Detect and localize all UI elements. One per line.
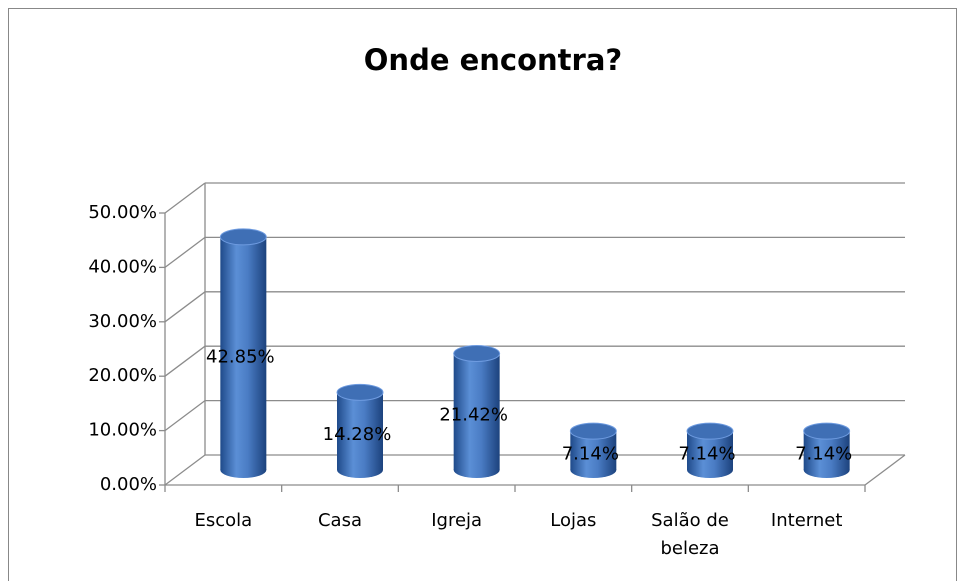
x-tick-label: Escola xyxy=(194,510,252,531)
y-tick-label: 30.00% xyxy=(88,311,157,332)
floor-right xyxy=(864,454,906,486)
grid-line xyxy=(164,291,206,323)
x-tick-label: Casa xyxy=(318,510,362,531)
x-tick-label: Internet xyxy=(771,510,842,531)
bar xyxy=(337,392,383,470)
grid-line xyxy=(164,236,206,268)
bar-top xyxy=(686,422,734,440)
y-tick-label: 0.00% xyxy=(100,474,157,495)
x-tick-label: Igreja xyxy=(431,510,482,531)
bar-top xyxy=(219,228,267,246)
grid-line xyxy=(164,182,206,214)
value-label: 7.14% xyxy=(562,444,619,465)
chart-title: Onde encontra? xyxy=(364,43,622,77)
bar-top xyxy=(803,422,851,440)
y-tick-label: 40.00% xyxy=(88,256,157,277)
grid-line xyxy=(164,400,206,432)
value-label: 21.42% xyxy=(439,405,508,426)
value-label: 7.14% xyxy=(678,444,735,465)
bar-top xyxy=(336,383,384,401)
value-label: 14.28% xyxy=(323,424,392,445)
grid-line xyxy=(164,454,206,486)
bar xyxy=(453,353,500,470)
frame xyxy=(8,8,957,581)
y-tick-label: 20.00% xyxy=(88,365,157,386)
x-tick-label: Salão de beleza xyxy=(651,510,729,559)
x-tick-label: Lojas xyxy=(550,510,596,531)
bar-top xyxy=(453,344,501,362)
value-label: 42.85% xyxy=(206,346,275,367)
y-tick-label: 10.00% xyxy=(88,420,157,441)
grid-line xyxy=(164,345,206,377)
value-label: 7.14% xyxy=(795,444,852,465)
bar xyxy=(220,236,267,470)
y-tick-label: 50.00% xyxy=(88,202,157,223)
bar-top xyxy=(569,422,617,440)
